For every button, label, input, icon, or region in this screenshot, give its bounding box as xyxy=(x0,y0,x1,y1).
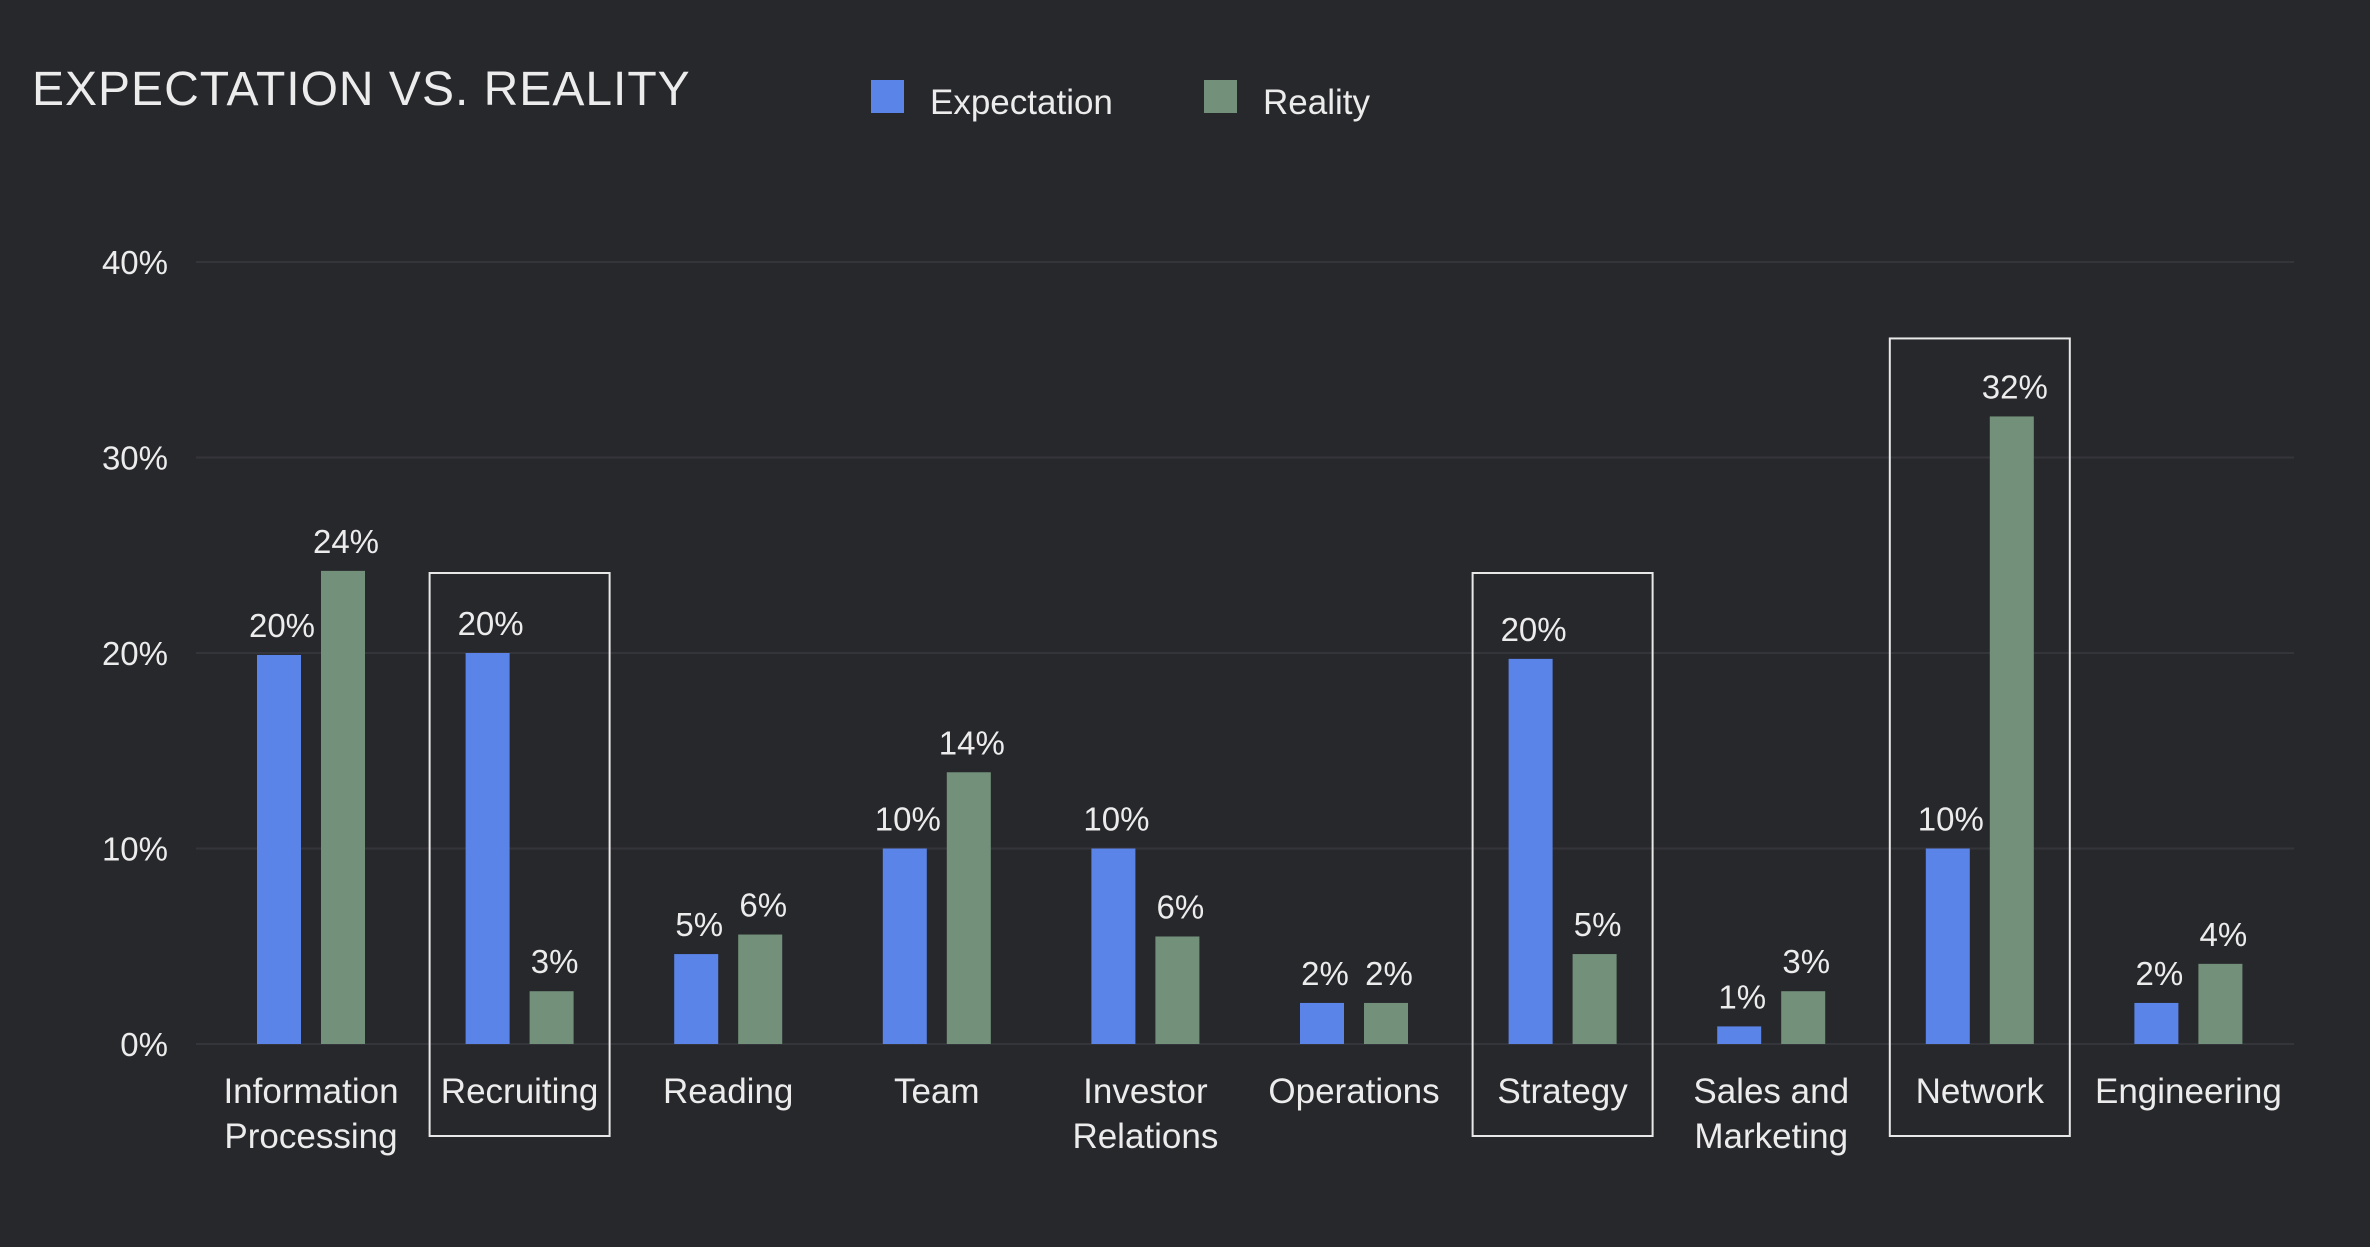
data-label: 20% xyxy=(1501,611,1567,648)
x-tick-label: Operations xyxy=(1268,1072,1439,1111)
bar-reality xyxy=(1155,936,1200,1044)
x-tick-label: Relations xyxy=(1072,1117,1218,1156)
highlight-box xyxy=(1888,337,2071,1137)
x-tick-label: Recruiting xyxy=(441,1072,599,1111)
bar-expectation xyxy=(2134,1002,2179,1044)
legend-label-expectation: Expectation xyxy=(930,83,1113,122)
y-tick-label: 20% xyxy=(102,635,168,672)
x-tick-label: Investor xyxy=(1083,1072,1208,1111)
highlight-box xyxy=(428,572,611,1137)
data-label: 10% xyxy=(1083,801,1149,838)
x-tick-label: Team xyxy=(894,1072,980,1111)
data-label: 20% xyxy=(458,605,524,642)
data-label: 2% xyxy=(2136,955,2184,992)
legend-label-reality: Reality xyxy=(1263,83,1370,122)
bar-expectation xyxy=(257,654,301,1044)
bar-expectation xyxy=(1300,1002,1344,1044)
bar-reality xyxy=(946,772,991,1044)
bar-expectation xyxy=(465,653,510,1044)
x-tick-label: Strategy xyxy=(1497,1072,1628,1111)
legend-swatch-expectation xyxy=(871,80,904,113)
bar-reality xyxy=(1781,991,1826,1044)
data-label: 10% xyxy=(875,801,941,838)
data-label: 5% xyxy=(675,906,723,943)
data-label: 6% xyxy=(739,887,787,924)
x-tick-label: Information xyxy=(223,1072,398,1111)
x-tick-label: Sales and xyxy=(1693,1072,1849,1111)
highlight-box xyxy=(1471,572,1654,1137)
legend-swatch-reality xyxy=(1204,80,1237,113)
data-label: 2% xyxy=(1365,955,1413,992)
x-tick-label: Network xyxy=(1916,1072,2045,1111)
data-label: 10% xyxy=(1918,801,1984,838)
bar-reality xyxy=(1364,1002,1408,1044)
bar-reality xyxy=(321,570,365,1044)
chart-title: EXPECTATION VS. REALITY xyxy=(32,63,691,116)
bar-expectation xyxy=(1091,848,1136,1044)
x-tick-label: Marketing xyxy=(1694,1117,1848,1156)
x-tick-label: Reading xyxy=(663,1072,793,1111)
data-label: 4% xyxy=(2200,916,2248,953)
data-label: 3% xyxy=(1782,943,1830,980)
data-label: 5% xyxy=(1574,906,1622,943)
bar-reality xyxy=(1989,416,2034,1044)
bar-expectation xyxy=(1925,848,1970,1044)
data-label: 32% xyxy=(1982,368,2048,405)
bar-reality xyxy=(1572,954,1617,1044)
y-tick-label: 0% xyxy=(120,1026,168,1063)
data-label: 2% xyxy=(1301,955,1349,992)
data-label: 14% xyxy=(939,724,1005,761)
y-tick-label: 40% xyxy=(102,244,168,281)
data-label: 20% xyxy=(249,607,315,644)
bar-reality xyxy=(529,991,574,1044)
data-label: 1% xyxy=(1718,978,1766,1015)
bar-expectation xyxy=(882,848,927,1044)
y-tick-label: 10% xyxy=(102,831,168,868)
data-label: 3% xyxy=(531,943,579,980)
data-label: 24% xyxy=(313,523,379,560)
y-tick-label: 30% xyxy=(102,440,168,477)
bar-reality xyxy=(2198,963,2243,1044)
bar-reality xyxy=(738,934,783,1044)
bar-expectation xyxy=(1717,1026,1762,1044)
x-tick-label: Engineering xyxy=(2095,1072,2282,1111)
bar-expectation xyxy=(1508,658,1553,1044)
legend: Expectation Reality xyxy=(871,80,1370,122)
x-tick-label: Processing xyxy=(224,1117,397,1156)
data-label: 6% xyxy=(1157,888,1205,925)
bar-expectation xyxy=(674,954,719,1044)
